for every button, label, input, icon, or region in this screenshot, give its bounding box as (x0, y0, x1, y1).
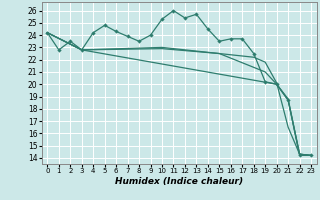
X-axis label: Humidex (Indice chaleur): Humidex (Indice chaleur) (115, 177, 243, 186)
